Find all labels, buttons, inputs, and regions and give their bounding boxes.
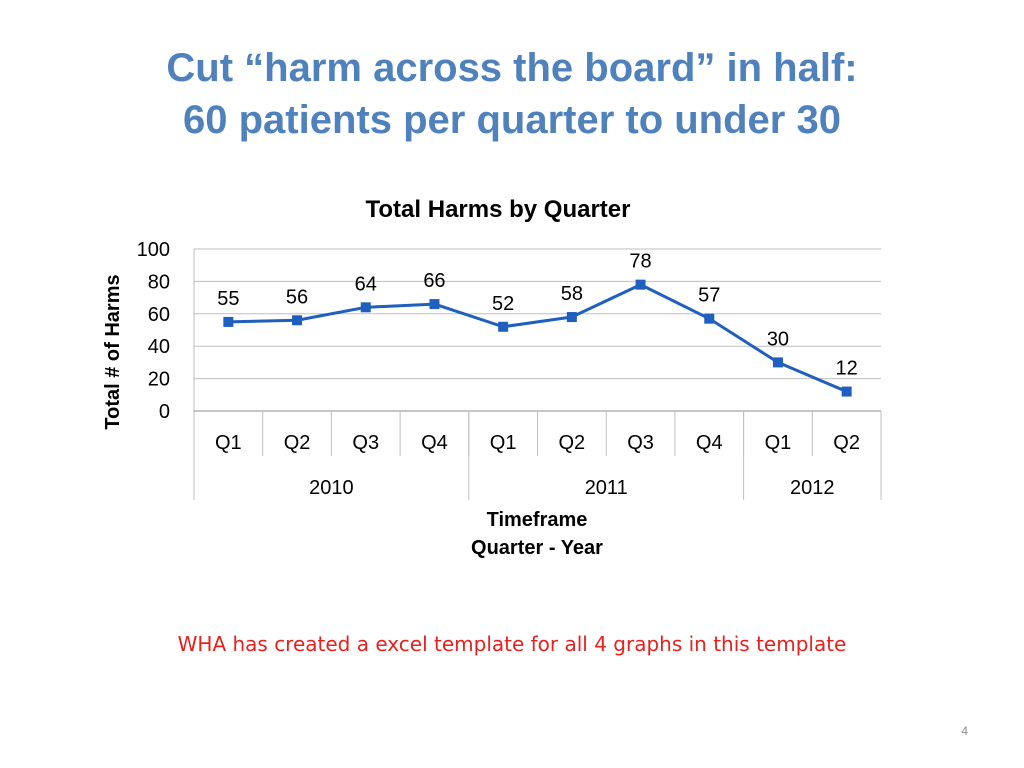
- data-label: 55: [217, 288, 239, 310]
- chart-title: Total Harms by Quarter: [366, 196, 631, 223]
- data-label: 56: [286, 286, 308, 308]
- x-tick-label: Q4: [696, 432, 723, 454]
- x-group-label: 2010: [309, 477, 354, 499]
- x-tick-label: Q1: [765, 432, 792, 454]
- x-tick-label: Q1: [215, 432, 242, 454]
- y-tick-label: 60: [148, 304, 170, 326]
- x-group-label: 2012: [790, 477, 835, 499]
- template-note: WHA has created a excel template for all…: [177, 632, 847, 656]
- x-tick-label: Q2: [559, 432, 586, 454]
- x-tick-label: Q2: [833, 432, 860, 454]
- slide-title: Cut “harm across the board” in half: 60 …: [0, 42, 1024, 146]
- y-tick-label: 40: [148, 336, 170, 358]
- slide-title-line-2: 60 patients per quarter to under 30: [183, 98, 841, 142]
- data-label: 78: [629, 251, 651, 273]
- data-label: 30: [767, 328, 789, 350]
- page-number: 4: [961, 724, 968, 738]
- y-tick-label: 20: [148, 369, 170, 391]
- data-label: 66: [423, 270, 445, 292]
- data-point: [429, 299, 440, 310]
- data-point: [360, 302, 371, 313]
- data-point: [841, 386, 852, 397]
- slide-title-line-1: Cut “harm across the board” in half:: [166, 46, 858, 90]
- data-label: 57: [698, 285, 720, 307]
- x-tick-label: Q3: [627, 432, 654, 454]
- x-axis-label-line-2: Quarter - Year: [471, 537, 603, 559]
- y-tick-label: 100: [137, 239, 170, 261]
- data-point: [772, 357, 783, 368]
- data-point: [223, 316, 234, 327]
- data-point: [498, 321, 509, 332]
- x-tick-label: Q1: [490, 432, 517, 454]
- y-tick-label: 0: [159, 401, 170, 423]
- data-point: [292, 315, 303, 326]
- y-axis-label: Total # of Harms: [102, 274, 124, 429]
- x-group-label: 2011: [585, 477, 628, 499]
- x-tick-label: Q2: [284, 432, 311, 454]
- data-point: [704, 313, 715, 324]
- data-label: 58: [561, 283, 583, 305]
- x-tick-label: Q4: [421, 432, 448, 454]
- series-line: [228, 283, 848, 393]
- data-label: 52: [492, 293, 514, 315]
- data-label: 12: [836, 358, 858, 380]
- data-point: [566, 312, 577, 323]
- y-tick-label: 80: [148, 271, 170, 293]
- x-tick-label: Q3: [352, 432, 379, 454]
- data-label: 64: [355, 273, 377, 295]
- x-axis-label-line-1: Timeframe: [487, 509, 588, 531]
- data-point: [635, 279, 646, 290]
